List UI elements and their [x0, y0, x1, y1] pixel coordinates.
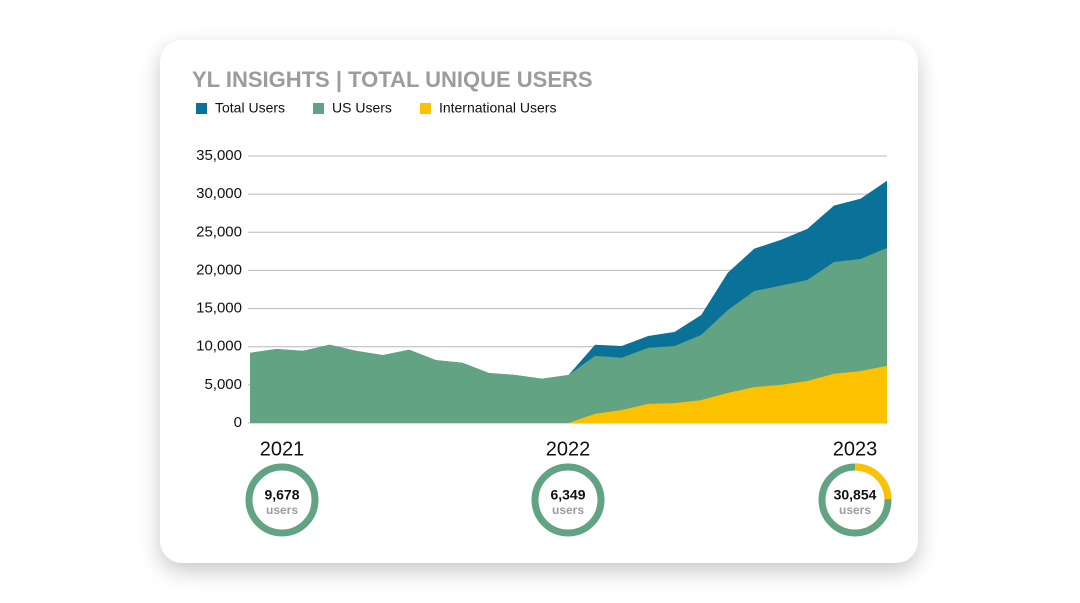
summary-value: 9,678	[264, 487, 299, 503]
area	[568, 365, 887, 423]
donut-ring	[245, 463, 319, 537]
legend-swatch	[196, 103, 207, 114]
summary-unit: users	[266, 503, 298, 517]
y-tick-label: 0	[234, 414, 242, 431]
legend-swatch	[419, 103, 431, 114]
year-label: 2022	[546, 438, 591, 460]
legend-label: Total Users	[215, 100, 285, 116]
summary-value: 6,349	[550, 487, 585, 503]
legend-label: International Users	[439, 100, 557, 116]
legend-label: US Users	[332, 100, 392, 116]
year-label: 2021	[260, 438, 305, 460]
y-tick-label: 20,000	[196, 261, 242, 278]
y-tick-label: 15,000	[196, 300, 242, 317]
y-tick-label: 5,000	[204, 376, 242, 393]
y-tick-label: 30,000	[196, 185, 242, 202]
legend-swatch	[313, 103, 325, 114]
donut-arc	[854, 463, 892, 500]
summary-unit: users	[552, 503, 584, 517]
summary-unit: users	[839, 503, 871, 517]
donut-ring	[531, 463, 605, 537]
y-tick-label: 25,000	[196, 223, 242, 240]
area	[250, 247, 887, 423]
year-label: 2023	[833, 438, 878, 460]
y-tick-label: 10,000	[196, 338, 242, 355]
y-tick-label: 35,000	[196, 147, 242, 164]
chart-title: YL INSIGHTS | TOTAL UNIQUE USERS	[192, 67, 593, 92]
summary-value: 30,854	[834, 487, 877, 503]
